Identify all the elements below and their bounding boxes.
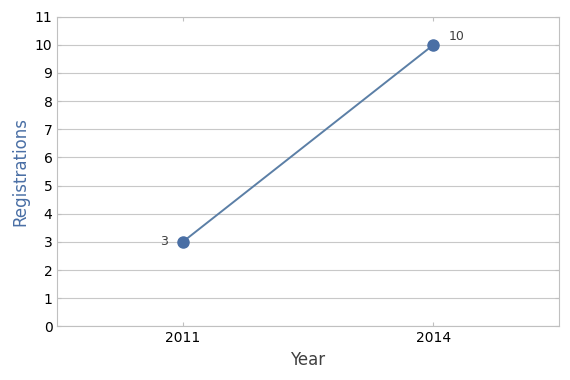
Y-axis label: Registrations: Registrations (11, 117, 29, 226)
Text: 3: 3 (160, 236, 168, 249)
Text: 10: 10 (449, 30, 465, 43)
X-axis label: Year: Year (291, 351, 325, 369)
